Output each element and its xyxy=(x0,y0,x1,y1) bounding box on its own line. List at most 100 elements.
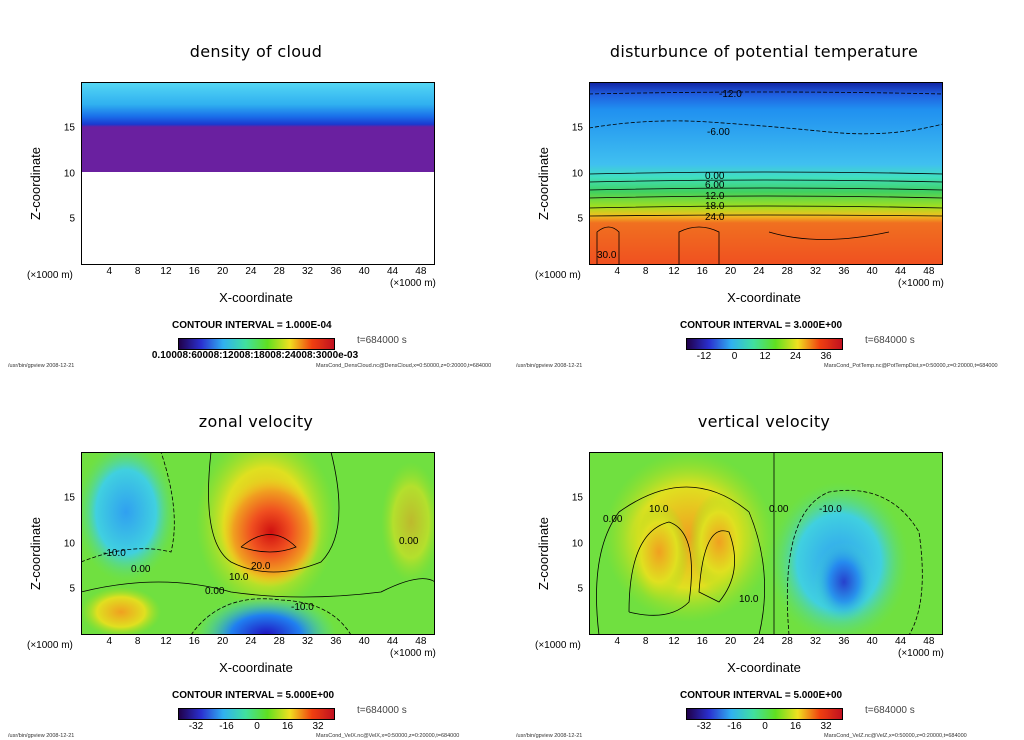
contour-labels: -12.0 -6.00 0.00 6.00 12.0 18.0 24.0 30.… xyxy=(597,89,742,261)
panel-vertical-velocity: vertical velocity 0.00 10.0 0.00 -10.0 1… xyxy=(508,370,1020,740)
x-tick-label: 44 xyxy=(386,636,399,647)
y-axis-label: Z-coordinate xyxy=(536,147,551,220)
footer-right: MarsCond_PotTemp.nc@PotTempDist,x=0:5000… xyxy=(824,363,998,369)
contour-label: -12.0 xyxy=(719,89,742,100)
y-axis-label: Z-coordinate xyxy=(28,147,43,220)
y-tick-label: 5 xyxy=(577,583,583,595)
x-tick-label: 24 xyxy=(753,636,765,647)
x-tick-label: 4 xyxy=(614,636,621,647)
contour-label: 0.00 xyxy=(769,504,789,515)
x-tick-label: 20 xyxy=(217,266,229,277)
contour-label: 0.00 xyxy=(399,536,419,547)
y-axis-label: Z-coordinate xyxy=(536,517,551,590)
x-unit-left: (×1000 m) xyxy=(27,640,73,651)
heatmap-pottemp: -12.0 -6.00 0.00 6.00 12.0 18.0 24.0 30.… xyxy=(589,82,943,265)
cloud-base xyxy=(81,167,435,172)
x-tick-label: 44 xyxy=(386,266,399,277)
colorbar-tick-label: 0 xyxy=(731,351,738,362)
colorbar-tick-label: 12 xyxy=(759,351,771,362)
y-tick-label: 15 xyxy=(571,492,583,504)
x-tick-label: 40 xyxy=(866,266,878,277)
contour-interval: CONTOUR INTERVAL = 1.000E-04 xyxy=(172,320,332,331)
footer-right: MarsCond_DensCloud.nc@DensCloud,x=0:5000… xyxy=(316,363,492,369)
y-tick-label: 15 xyxy=(63,122,75,134)
x-tick-label: 24 xyxy=(245,636,257,647)
heatmap-density xyxy=(81,82,435,265)
colorbar-tick-label: 36 xyxy=(820,351,832,362)
x-tick-label: 12 xyxy=(160,636,172,647)
contour-label: 0.00 xyxy=(205,586,225,597)
x-tick-label: 16 xyxy=(696,266,708,277)
contour-interval: CONTOUR INTERVAL = 3.000E+00 xyxy=(680,320,843,331)
y-tick-label: 15 xyxy=(571,122,583,134)
plot-area xyxy=(81,82,435,265)
colorbar-tick-label: -16 xyxy=(219,721,234,732)
footer-right: MarsCond_VelZ.nc@VelZ,x=0:50000,z=0:2000… xyxy=(824,733,967,739)
y-tick-label: 10 xyxy=(571,168,583,179)
x-tick-label: 12 xyxy=(668,636,680,647)
panel-zonal-velocity: zonal velocity -10.0 0.00 20.0 10.0 0.00… xyxy=(0,370,512,740)
contour-label: -10.0 xyxy=(291,602,314,613)
colorbar-tick-label: 0 xyxy=(254,721,260,732)
contour-lines xyxy=(81,452,435,635)
contour-label: 30.0 xyxy=(597,250,617,261)
contour-label: 10.0 xyxy=(739,594,759,605)
y-tick-label: 5 xyxy=(577,213,583,225)
contour-interval: CONTOUR INTERVAL = 5.000E+00 xyxy=(680,690,843,701)
temperature-field xyxy=(589,82,943,265)
x-unit-right: (×1000 m) xyxy=(898,648,944,659)
colorbar-label: 0.10008:60008:12008:18008:24008:3000e-03 xyxy=(151,350,359,361)
x-tick-label: 36 xyxy=(330,266,342,277)
x-tick-label: 20 xyxy=(725,266,737,277)
colorbar-tick-label: -16 xyxy=(727,721,742,732)
contour-label: 10.0 xyxy=(229,572,249,583)
y-tick-label: 10 xyxy=(63,168,75,179)
x-tick-label: 44 xyxy=(894,636,907,647)
contour-label: 24.0 xyxy=(705,212,725,223)
x-tick-label: 36 xyxy=(838,636,850,647)
chart-title: zonal velocity xyxy=(198,412,314,431)
x-tick-label: 12 xyxy=(668,266,680,277)
x-tick-label: 28 xyxy=(273,266,285,277)
x-tick-label: 36 xyxy=(838,266,850,277)
plot-frame xyxy=(589,452,943,635)
colorbar-tick-label: -12 xyxy=(696,351,712,362)
y-tick-label: 5 xyxy=(69,213,75,225)
colorbar-tick-label: 16 xyxy=(789,721,802,732)
contour-labels: -10.0 0.00 20.0 10.0 0.00 -10.0 0.00 xyxy=(103,536,419,613)
heatmap-velx: -10.0 0.00 20.0 10.0 0.00 -10.0 0.00 xyxy=(81,452,435,635)
x-tick-label: 48 xyxy=(923,266,935,277)
contour-label: -6.00 xyxy=(707,127,730,138)
x-unit-right: (×1000 m) xyxy=(898,278,944,289)
x-tick-label: 20 xyxy=(725,636,737,647)
x-tick-label: 8 xyxy=(134,636,141,647)
colorbar-tick-label: -32 xyxy=(696,721,712,732)
cloud-field xyxy=(81,82,435,172)
x-axis-label: X-coordinate xyxy=(219,660,293,675)
x-tick-label: 20 xyxy=(217,636,229,647)
x-unit-left: (×1000 m) xyxy=(535,270,581,281)
contour-label: 6.00 xyxy=(705,180,725,191)
chart-title: disturbunce of potential temperature xyxy=(609,42,919,61)
y-tick-label: 15 xyxy=(63,492,75,504)
x-tick-label: 40 xyxy=(358,266,370,277)
y-tick-label: 10 xyxy=(571,538,583,549)
x-tick-label: 4 xyxy=(106,636,113,647)
x-unit-right: (×1000 m) xyxy=(390,278,436,289)
contour-label: 10.0 xyxy=(649,504,669,515)
time-label: t=684000 s xyxy=(357,335,407,346)
contour-lines xyxy=(589,91,943,265)
plot-frame xyxy=(81,452,435,635)
plot-area: 0.00 10.0 0.00 -10.0 10.0 xyxy=(589,452,943,635)
contour-label: -10.0 xyxy=(103,548,126,559)
x-tick-label: 32 xyxy=(809,636,822,647)
x-tick-label: 4 xyxy=(614,266,621,277)
x-tick-label: 40 xyxy=(866,636,878,647)
time-label: t=684000 s xyxy=(865,335,915,346)
x-tick-label: 48 xyxy=(415,636,427,647)
footer-left: /usr/bin/gpview 2008-12-21 xyxy=(8,733,75,739)
plot-area: -10.0 0.00 20.0 10.0 0.00 -10.0 0.00 xyxy=(81,452,435,635)
x-tick-label: 36 xyxy=(330,636,342,647)
colorbar-tick-label: 24 xyxy=(789,351,802,362)
x-tick-label: 8 xyxy=(134,266,141,277)
